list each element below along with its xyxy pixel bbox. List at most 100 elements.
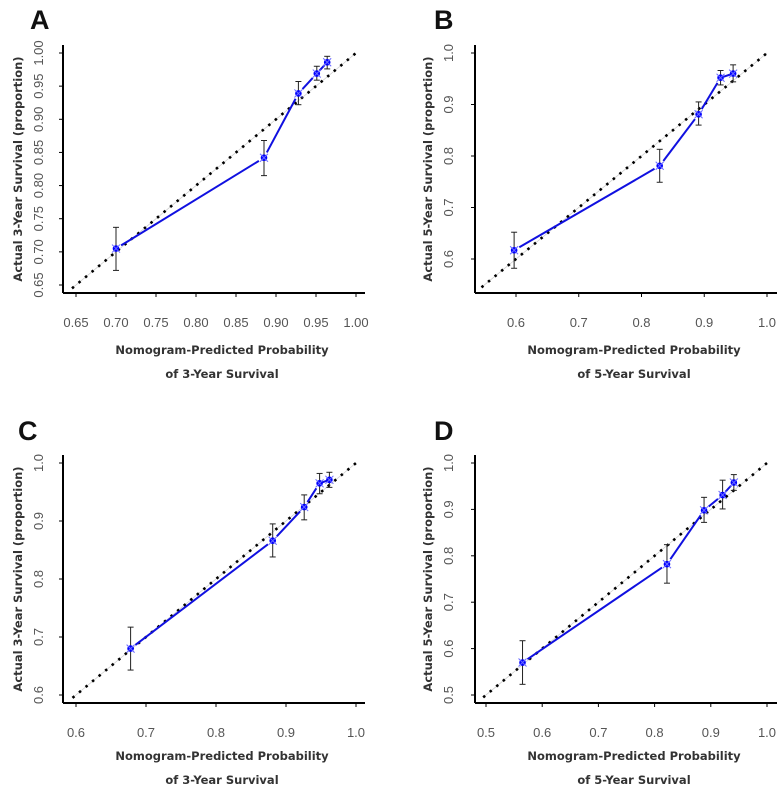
ideal-dotted-line [480, 51, 768, 289]
data-point-cross [299, 502, 309, 512]
data-point-cross [655, 161, 665, 171]
y-tick-label: 0.8 [441, 547, 456, 565]
y-tick-label: 1.0 [441, 44, 456, 62]
x-tick-label: 0.95 [303, 315, 328, 330]
x-tick-label: 0.6 [507, 315, 525, 330]
calibration-segment [120, 160, 260, 247]
y-tick-label: 0.9 [441, 500, 456, 518]
x-axis-label-line2: of 5-Year Survival [577, 773, 690, 787]
x-tick-label: 0.70 [103, 315, 128, 330]
y-tick-label: 0.6 [441, 250, 456, 268]
data-point-cross [718, 490, 727, 500]
panel-letter: D [434, 416, 454, 446]
data-point-cross [694, 109, 703, 119]
y-tick-label: 0.85 [31, 140, 46, 165]
ideal-dotted-line [71, 51, 357, 290]
data-point-cross [126, 644, 135, 653]
calibration-segment [134, 543, 269, 646]
calibration-segment [306, 487, 318, 503]
y-axis-label: Actual 3-Year Survival (proportion) [11, 466, 25, 691]
y-tick-label: 0.7 [441, 593, 456, 611]
calibration-segment [276, 510, 301, 538]
x-axis-label-line2: of 3-Year Survival [165, 367, 278, 381]
y-tick-label: 0.65 [31, 272, 46, 297]
ideal-line [72, 462, 357, 699]
calibration-segment [723, 73, 731, 78]
y-tick-label: 0.7 [441, 198, 456, 216]
panel-d: D 0.5 0.6 0.7 0.8 0.9 1.0 0.5 0.6 0.7 0.8 0.9 1.0 Nom… [421, 416, 777, 787]
x-tick-label: 0.75 [143, 315, 168, 330]
x-tick-label: 0.7 [570, 315, 588, 330]
panel-c: C 0.6 0.7 0.8 0.9 1.0 0.6 0.7 0.8 0.9 1.0 Nomogram-… [11, 416, 365, 787]
data-point-cross [509, 245, 519, 255]
x-tick-label: 0.90 [263, 315, 288, 330]
y-tick-label: 0.8 [441, 147, 456, 165]
y-tick-label: 0.7 [31, 628, 46, 646]
y-tick-label: 0.8 [31, 570, 46, 588]
y-tick-label: 0.75 [31, 206, 46, 231]
data-point-cross [268, 536, 278, 546]
data-point-cross [716, 73, 725, 83]
x-tick-label: 0.65 [63, 315, 88, 330]
x-tick-label: 0.9 [695, 315, 713, 330]
y-tick-label: 0.80 [31, 173, 46, 198]
y-tick-label: 0.70 [31, 239, 46, 264]
panel-letter: B [434, 5, 454, 35]
x-axis-label-line2: of 3-Year Survival [165, 773, 278, 787]
y-axis-label: Actual 3-Year Survival (proportion) [11, 56, 25, 281]
data-point-cross [729, 478, 739, 487]
y-tick-label: 0.6 [441, 640, 456, 658]
y-tick-label: 0.95 [31, 73, 46, 98]
data-point-cross [322, 57, 332, 67]
y-tick-label: 1.00 [31, 40, 46, 65]
calibration-segment [321, 479, 328, 484]
y-tick-label: 0.6 [31, 686, 46, 704]
y-tick-label: 0.9 [441, 95, 456, 113]
x-axis-label: Nomogram-Predicted Probability [527, 343, 741, 357]
panel-a: A 0.65 0.70 0.75 0.80 0.85 0.90 0.95 1.00 0.65 0.7… [11, 5, 369, 381]
x-tick-label: 0.9 [277, 725, 295, 740]
y-axis-label: Actual 5-Year Survival (proportion) [421, 466, 435, 691]
calibration-segment [669, 514, 702, 560]
calibration-segment [265, 98, 297, 153]
x-axis-label-line2: of 5-Year Survival [577, 367, 690, 381]
y-tick-label: 0.9 [31, 512, 46, 530]
y-axis-label: Actual 5-Year Survival (proportion) [421, 56, 435, 281]
x-axis-label: Nomogram-Predicted Probability [527, 749, 741, 763]
x-tick-label: 1.0 [758, 725, 776, 740]
x-tick-label: 0.8 [632, 315, 650, 330]
calibration-segment [662, 118, 696, 162]
x-tick-label: 0.80 [183, 315, 208, 330]
data-point-cross [728, 69, 738, 78]
panel-letter: A [30, 5, 50, 35]
x-tick-label: 0.85 [223, 315, 248, 330]
data-point-cross [312, 69, 322, 78]
data-point-cross [315, 478, 324, 488]
x-tick-label: 1.00 [343, 315, 368, 330]
data-point-cross [111, 244, 121, 253]
x-axis-label: Nomogram-Predicted Probability [115, 343, 329, 357]
calibration-segment [301, 77, 314, 90]
calibration-segment [700, 82, 719, 110]
y-tick-label: 0.90 [31, 107, 46, 132]
data-point-cross [699, 505, 709, 515]
data-point-cross [518, 658, 527, 667]
x-tick-label: 1.0 [758, 315, 776, 330]
x-tick-label: 0.7 [589, 725, 607, 740]
panel-b: B 0.6 0.7 0.8 0.9 1.0 0.6 0.7 0.8 0.9 1.0 Nomogram-… [421, 5, 777, 381]
data-point-cross [662, 559, 672, 569]
data-point-cross [325, 475, 334, 485]
x-tick-label: 0.8 [207, 725, 225, 740]
panel-letter: C [18, 416, 38, 446]
x-tick-label: 0.6 [67, 725, 85, 740]
y-tick-label: 1.0 [441, 454, 456, 472]
calibration-segment [526, 566, 663, 660]
x-tick-label: 1.0 [347, 725, 365, 740]
x-axis-label: Nomogram-Predicted Probability [115, 749, 329, 763]
data-point-cross [294, 89, 303, 98]
y-tick-label: 1.0 [31, 454, 46, 472]
ideal-dotted-line [71, 461, 357, 699]
x-tick-label: 0.6 [533, 725, 551, 740]
data-point-cross [259, 153, 269, 163]
